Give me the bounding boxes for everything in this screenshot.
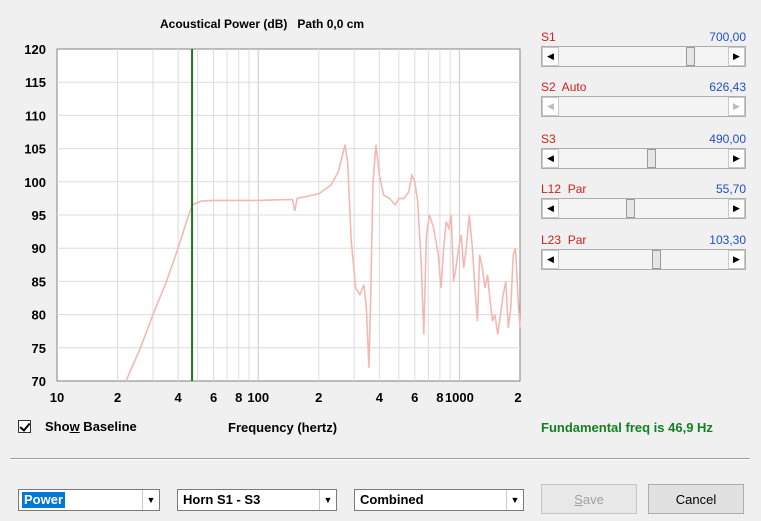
x-tick-label: 6: [210, 390, 217, 405]
slider-thumb[interactable]: [686, 47, 696, 66]
slider-thumb[interactable]: [646, 149, 656, 168]
show-baseline-checkbox[interactable]: Show Baseline: [18, 419, 137, 434]
y-tick-label: 80: [32, 308, 46, 323]
slider-scrollbar: ◀ ▶: [541, 96, 746, 117]
slider-value: 55,70: [715, 182, 746, 196]
x-tick-label: 2: [114, 390, 121, 405]
slider-value: 626,43: [709, 80, 746, 94]
slider-scrollbar[interactable]: ◀ ▶: [541, 46, 746, 67]
y-tick-label: 115: [25, 75, 46, 90]
y-tick-label: 95: [32, 208, 46, 223]
arrow-right-icon[interactable]: ▶: [728, 47, 745, 66]
x-tick-label: 10: [50, 390, 64, 405]
slider-name: S2 Auto: [541, 80, 587, 94]
arrow-left-icon[interactable]: ◀: [542, 199, 559, 218]
chevron-down-icon[interactable]: ▼: [142, 490, 159, 510]
slider-1: S1 700,00 ◀ ▶: [541, 30, 746, 67]
chevron-down-icon[interactable]: ▼: [506, 490, 523, 510]
y-tick-label: 70: [32, 374, 46, 389]
y-tick-label: 100: [24, 175, 46, 190]
arrow-left-icon[interactable]: ◀: [542, 47, 559, 66]
arrow-right-icon[interactable]: ▶: [728, 250, 745, 269]
y-tick-label: 85: [32, 274, 46, 289]
arrow-left-icon[interactable]: ◀: [542, 250, 559, 269]
chevron-down-icon[interactable]: ▼: [319, 490, 336, 510]
slider-value: 490,00: [709, 132, 746, 146]
y-tick-label: 75: [32, 341, 46, 356]
slider-value: 103,30: [709, 233, 746, 247]
arrow-right-icon[interactable]: ▶: [728, 199, 745, 218]
y-tick-label: 120: [24, 42, 46, 57]
slider-scrollbar[interactable]: ◀ ▶: [541, 198, 746, 219]
frequency-chart: 120 115 110 105 100 95 90 85 80 75 70 10 2 4 6 8 100 2 4 6…: [24, 42, 522, 405]
mode-select-value: Power: [22, 492, 66, 508]
y-tick-label: 110: [25, 108, 46, 123]
y-axis-ticks: 120 115 110 105 100 95 90 85 80 75 70: [24, 42, 46, 389]
x-tick-label: 100: [247, 390, 269, 405]
slider-header: S1 700,00: [541, 30, 746, 46]
view-select[interactable]: Combined ▼: [354, 489, 524, 511]
x-tick-label: 4: [376, 390, 384, 405]
arrow-left-icon[interactable]: ◀: [542, 149, 559, 168]
x-axis-label: Frequency (hertz): [228, 420, 338, 435]
slider-thumb[interactable]: [626, 199, 636, 218]
cancel-button[interactable]: Cancel: [648, 484, 744, 514]
y-tick-label: 105: [24, 142, 46, 157]
x-tick-label: 4: [175, 390, 183, 405]
fundamental-frequency-text: Fundamental freq is 46,9 Hz: [541, 420, 713, 435]
slider-4: L12 Par 55,70 ◀ ▶: [541, 182, 746, 219]
slider-scrollbar[interactable]: ◀ ▶: [541, 148, 746, 169]
divider: [10, 458, 750, 460]
slider-name: L12 Par: [541, 182, 587, 196]
slider-thumb[interactable]: [651, 250, 661, 269]
slider-3: S3 490,00 ◀ ▶: [541, 132, 746, 169]
x-axis-ticks: 10 2 4 6 8 100 2 4 6 8 1000 2: [50, 390, 522, 405]
x-tick-label: 2: [315, 390, 322, 405]
horn-select[interactable]: Horn S1 - S3 ▼: [177, 489, 337, 511]
slider-header: L23 Par 103,30: [541, 233, 746, 249]
slider-header: L12 Par 55,70: [541, 182, 746, 198]
x-tick-label: 1000: [445, 390, 474, 405]
y-tick-label: 90: [32, 241, 46, 256]
x-tick-label: 8: [235, 390, 242, 405]
view-select-value: Combined: [360, 492, 424, 507]
power-curve-line: [125, 144, 521, 382]
slider-header: S2 Auto 626,43: [541, 80, 746, 96]
slider-name: S3: [541, 132, 556, 146]
slider-name: S1: [541, 30, 556, 44]
slider-value: 700,00: [709, 30, 746, 44]
grid: [57, 49, 520, 381]
arrow-right-icon: ▶: [728, 97, 745, 116]
slider-scrollbar[interactable]: ◀ ▶: [541, 249, 746, 270]
arrow-right-icon[interactable]: ▶: [728, 149, 745, 168]
show-baseline-label: Show Baseline: [45, 419, 137, 434]
slider-5: L23 Par 103,30 ◀ ▶: [541, 233, 746, 270]
slider-name: L23 Par: [541, 233, 587, 247]
slider-header: S3 490,00: [541, 132, 746, 148]
checkbox-check-icon[interactable]: [18, 420, 31, 433]
slider-2: S2 Auto 626,43 ◀ ▶: [541, 80, 746, 117]
horn-select-value: Horn S1 - S3: [183, 492, 261, 507]
x-tick-label: 2: [514, 390, 521, 405]
x-tick-label: 6: [411, 390, 418, 405]
mode-select[interactable]: Power ▼: [18, 489, 160, 511]
arrow-left-icon: ◀: [542, 97, 559, 116]
x-tick-label: 8: [436, 390, 443, 405]
chart-title: Acoustical Power (dB) Path 0,0 cm: [160, 17, 365, 31]
